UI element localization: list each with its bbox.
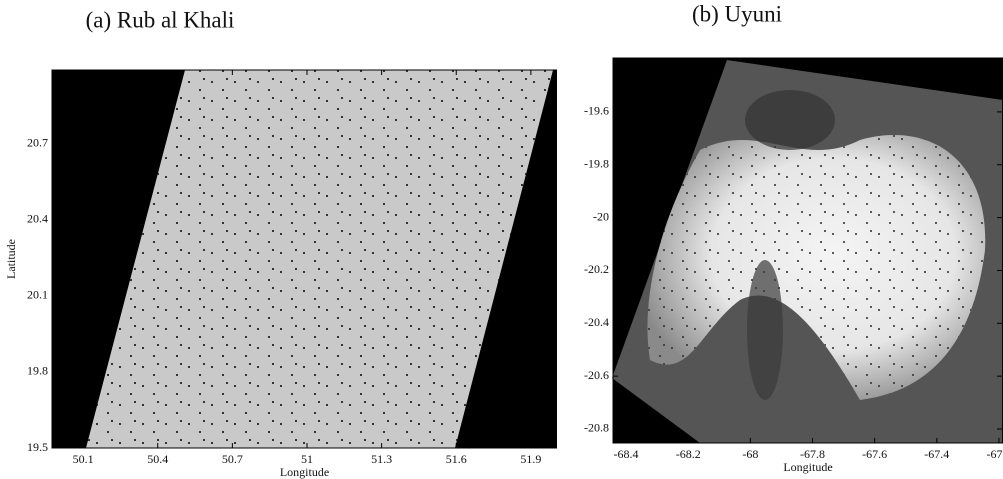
x-tick-label: 50.1 — [73, 452, 94, 466]
terrain — [745, 90, 835, 150]
sample-points — [647, 134, 986, 401]
y-tick-label: 20.7 — [27, 135, 48, 149]
terrain — [747, 260, 783, 400]
chart-title: (b) Uyuni — [692, 1, 782, 26]
y-tick-label: -20 — [593, 209, 609, 223]
x-tick-label: -68.2 — [676, 447, 701, 461]
x-tick-label: 51.6 — [446, 452, 467, 466]
x-tick-label: -67.4 — [924, 447, 949, 461]
x-tick-label: 51.3 — [371, 452, 392, 466]
y-tick-label: 19.8 — [27, 364, 48, 378]
y-tick-label: 20.4 — [27, 211, 48, 225]
y-tick-label: 19.5 — [27, 440, 48, 454]
y-tick-label: -19.6 — [584, 104, 609, 118]
x-tick-label: -67.8 — [800, 447, 825, 461]
x-tick-label: -68 — [742, 447, 758, 461]
x-tick-label: -67.6 — [862, 447, 887, 461]
y-tick-label: -20.2 — [584, 262, 609, 276]
y-tick-label: -20.6 — [584, 368, 609, 382]
plot-frame — [51, 69, 557, 449]
chart-title: (a) Rub al Khali — [86, 7, 235, 32]
sample-points — [86, 70, 553, 448]
x-axis-label: Longitude — [783, 460, 832, 474]
x-axis-label: Longitude — [280, 465, 329, 479]
y-tick-label: -19.8 — [584, 157, 609, 171]
x-tick-label: 51.9 — [520, 452, 541, 466]
y-tick-label: -20.4 — [584, 315, 609, 329]
y-tick-label: -20.8 — [584, 421, 609, 435]
y-tick-label: 20.1 — [27, 288, 48, 302]
x-tick-label: -68.4 — [614, 447, 639, 461]
x-tick-label: -67.2 — [986, 447, 1003, 461]
x-tick-label: 50.4 — [147, 452, 168, 466]
y-axis-label: Latitude — [4, 239, 18, 279]
x-tick-label: 50.7 — [222, 452, 243, 466]
x-tick-label: 51 — [301, 452, 313, 466]
